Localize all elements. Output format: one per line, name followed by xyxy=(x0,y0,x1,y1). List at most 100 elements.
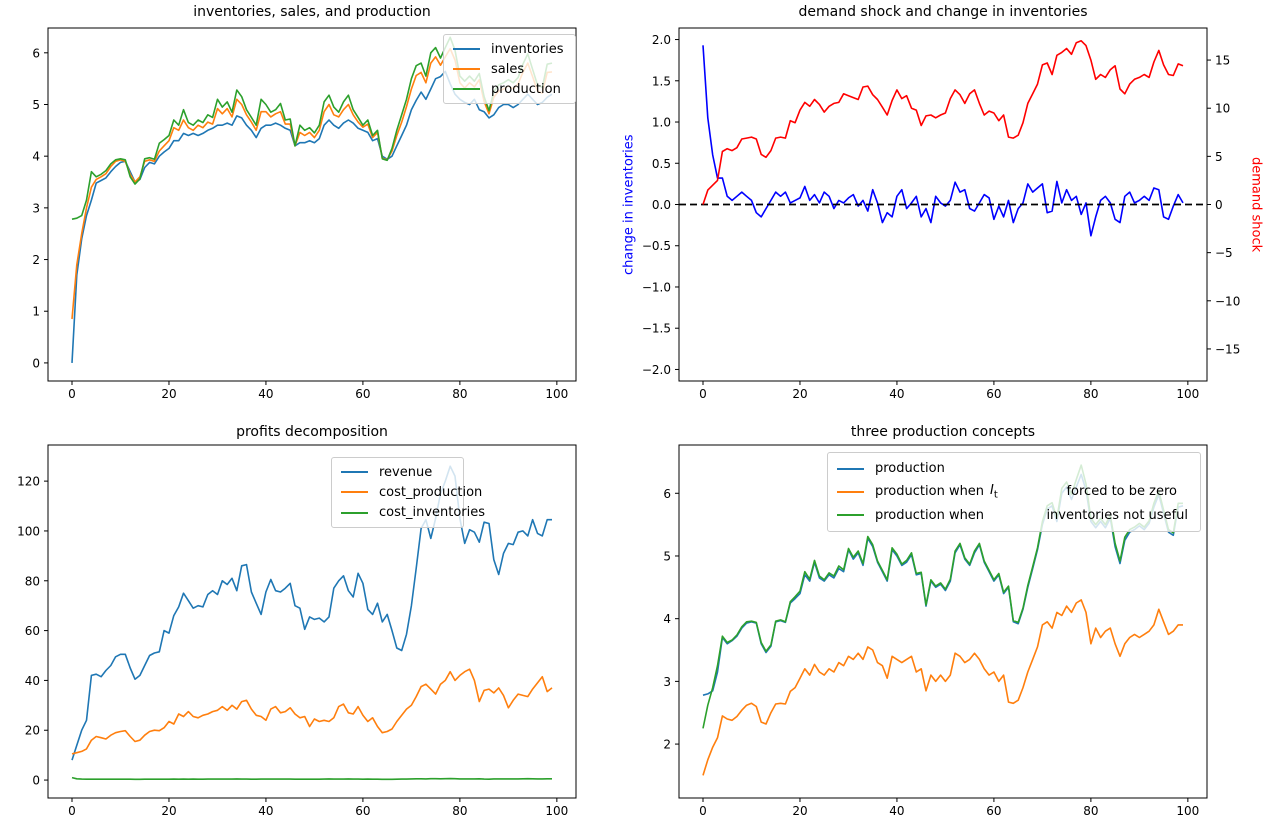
y-tick-label: 40 xyxy=(25,674,40,688)
legend-label: production when xyxy=(875,484,985,500)
legend-item: inventories xyxy=(453,39,566,59)
legend-label: production xyxy=(491,81,561,97)
subplot2-title: demand shock and change in inventories xyxy=(798,4,1088,20)
legend-label: sales xyxy=(491,61,525,77)
y-tick-label: 5 xyxy=(663,549,671,563)
x-tick-label: 100 xyxy=(1176,387,1199,401)
x-tick-label: 80 xyxy=(1083,387,1098,401)
y-right-tick-label: −5 xyxy=(1215,246,1233,260)
y-tick-label: 2 xyxy=(663,738,671,752)
legend-label: revenue xyxy=(379,464,433,480)
y-tick-label: −2.0 xyxy=(642,363,671,377)
subplot4-legend: production production when It forced to … xyxy=(827,452,1201,532)
y-tick-label: 2.0 xyxy=(652,33,671,47)
y-right-tick-label: 10 xyxy=(1215,102,1230,116)
subplot2-ylabel-right: demand shock xyxy=(1248,156,1264,253)
y-tick-label: 3 xyxy=(663,675,671,689)
legend-item: production when inventories not useful xyxy=(837,504,1191,527)
series-line-demand-shock xyxy=(702,39,1184,205)
x-tick-label: 100 xyxy=(1176,804,1199,818)
y-tick-label: 1 xyxy=(32,305,40,319)
subplot1-legend: inventories sales production xyxy=(443,34,576,104)
series-line-cost-production xyxy=(71,668,553,755)
x-tick-label: 60 xyxy=(355,387,370,401)
x-tick-label: 20 xyxy=(161,804,176,818)
y-tick-label: 0 xyxy=(32,774,40,788)
x-tick-label: 80 xyxy=(1083,804,1098,818)
x-tick-label: 0 xyxy=(699,387,707,401)
math-I-sub-t: It xyxy=(990,483,998,501)
x-tick-label: 60 xyxy=(986,804,1001,818)
axes-frame xyxy=(47,444,577,799)
x-tick-label: 40 xyxy=(889,804,904,818)
y-tick-label: 1.0 xyxy=(652,116,671,130)
subplot-2: 0 20 40 60 80 100−2.0−1.5−1.0−0.50.00.51.01.5… xyxy=(642,27,1240,401)
axes-frame xyxy=(678,444,1208,799)
legend-item: revenue xyxy=(341,462,454,482)
y-tick-label: 0.5 xyxy=(652,157,671,171)
legend-swatch-production xyxy=(453,88,480,90)
y-tick-label: 80 xyxy=(25,574,40,588)
series-line-inventories xyxy=(71,70,553,363)
legend-item: production xyxy=(837,457,1191,480)
y-right-tick-label: 0 xyxy=(1215,198,1223,212)
y-tick-label: 120 xyxy=(17,475,40,489)
legend-label: inventories xyxy=(491,41,564,57)
series-line-revenue xyxy=(71,465,552,761)
legend-swatch-revenue xyxy=(341,471,368,474)
axes-frame xyxy=(678,27,1208,382)
legend-swatch-production-no-inventories xyxy=(837,490,864,493)
y-tick-label: −1.5 xyxy=(642,322,671,336)
y-tick-label: 100 xyxy=(17,524,40,538)
y-right-tick-label: −10 xyxy=(1215,294,1240,308)
x-tick-label: 60 xyxy=(355,804,370,818)
x-tick-label: 0 xyxy=(68,804,76,818)
subplot-3: 0 20 40 60 80 100 0 20 40 60 80 100 120 xyxy=(17,444,577,818)
legend-swatch-inventories xyxy=(453,48,480,50)
axes-frame xyxy=(47,27,577,382)
subplot4-title: three production concepts xyxy=(850,424,1036,440)
x-tick-label: 80 xyxy=(452,804,467,818)
y-right-tick-label: 5 xyxy=(1215,150,1223,164)
legend-item: production when It forced to be zero xyxy=(837,480,1191,503)
x-tick-label: 40 xyxy=(258,387,273,401)
legend-swatch-sales xyxy=(453,68,480,70)
legend-label: production xyxy=(875,461,945,477)
subplot2-ylabel-left: change in inventories xyxy=(621,134,637,275)
y-tick-label: 20 xyxy=(25,724,40,738)
x-tick-label: 80 xyxy=(452,387,467,401)
x-tick-label: 20 xyxy=(792,804,807,818)
x-tick-label: 60 xyxy=(986,387,1001,401)
series-line-cost-inventories xyxy=(71,776,552,781)
y-right-tick-label: 15 xyxy=(1215,54,1230,68)
y-tick-label: 60 xyxy=(25,624,40,638)
y-right-tick-label: −15 xyxy=(1215,342,1240,356)
y-tick-label: 2 xyxy=(32,253,40,267)
y-tick-label: 5 xyxy=(32,98,40,112)
x-tick-label: 0 xyxy=(68,387,76,401)
x-tick-label: 100 xyxy=(545,804,568,818)
y-tick-label: 4 xyxy=(32,150,40,164)
y-tick-label: 1.5 xyxy=(652,74,671,88)
y-tick-label: 0.0 xyxy=(652,198,671,212)
y-tick-label: −0.5 xyxy=(642,239,671,253)
legend-label: cost_production xyxy=(379,484,483,500)
legend-swatch-cost-production xyxy=(341,491,368,494)
subplot1-title: inventories, sales, and production xyxy=(193,4,431,20)
legend-swatch-production xyxy=(837,467,864,470)
y-tick-label: −1.0 xyxy=(642,280,671,294)
legend-item: cost_inventories xyxy=(341,503,485,523)
x-tick-label: 40 xyxy=(258,804,273,818)
y-tick-label: 6 xyxy=(663,487,671,501)
x-tick-label: 40 xyxy=(889,387,904,401)
subplot3-title: profits decomposition xyxy=(236,424,388,440)
x-tick-label: 100 xyxy=(545,387,568,401)
x-tick-label: 20 xyxy=(792,387,807,401)
x-tick-label: 0 xyxy=(699,804,707,818)
legend-item: sales xyxy=(453,59,566,79)
y-tick-label: 3 xyxy=(32,201,40,215)
legend-label: production when xyxy=(875,507,985,523)
y-tick-label: 0 xyxy=(32,356,40,370)
